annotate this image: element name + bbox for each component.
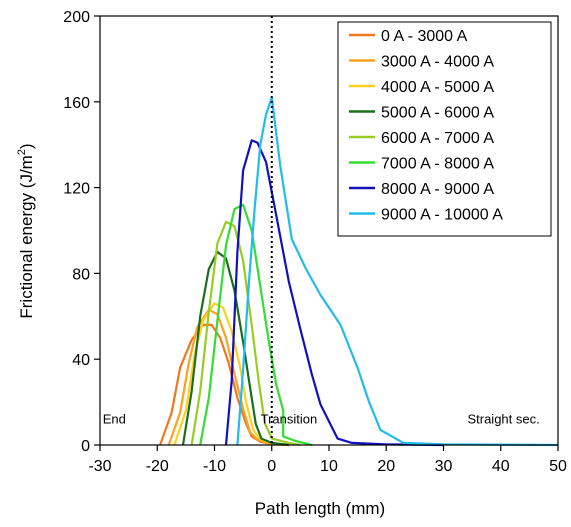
legend-items: 0 A - 3000 A 3000 A - 4000 A 4000 A - 5000…: [349, 28, 503, 224]
x-tick-label: 30: [435, 458, 453, 475]
annotation-3: Straight sec.: [467, 412, 539, 427]
legend: 0 A - 3000 A 3000 A - 4000 A 4000 A - 5000…: [337, 21, 552, 237]
x-tick-label: 10: [320, 458, 338, 475]
annotations: End Transition Straight sec.: [103, 412, 540, 427]
series-line-2: [167, 308, 284, 447]
x-tick-label: 0: [267, 458, 276, 475]
annotation-2: Transition: [261, 412, 318, 427]
y-tick-label: 200: [63, 9, 90, 26]
legend-label-8: 9000 A - 10000 A: [381, 207, 503, 224]
x-tick-label: -10: [203, 458, 226, 475]
x-axis-title: Path length (mm): [255, 499, 385, 518]
x-tick-label: -30: [88, 458, 111, 475]
series-line-8: [236, 96, 559, 447]
series-line-4: [181, 250, 290, 447]
series-line-3: [173, 302, 290, 447]
legend-label-6: 7000 A - 8000 A: [381, 156, 494, 173]
series-line-7: [224, 139, 444, 447]
x-tick-label: 50: [549, 458, 567, 475]
legend-label-2: 3000 A - 4000 A: [381, 54, 494, 71]
annotation-1: End: [103, 412, 126, 427]
y-axis-title-close: ): [17, 143, 36, 149]
legend-label-3: 4000 A - 5000 A: [381, 79, 494, 96]
y-tick-label: 0: [81, 438, 90, 455]
y-tick-label: 40: [72, 352, 90, 369]
legend-label-4: 5000 A - 6000 A: [381, 105, 494, 122]
legend-label-1: 0 A - 3000 A: [381, 28, 468, 45]
x-tick-label: 40: [492, 458, 510, 475]
y-axis-title-superscript: 2: [16, 149, 28, 155]
series-layer: [159, 96, 559, 447]
axis-ticks: -30 -20 -10 0 10 20 30 40 50 0 40 80 120 160 200: [63, 9, 567, 475]
series-line-6: [199, 203, 313, 447]
legend-box: [337, 21, 552, 237]
legend-label-5: 6000 A - 7000 A: [381, 130, 494, 147]
y-tick-label: 160: [63, 95, 90, 112]
y-axis-title-main: Frictional energy (J/m: [17, 155, 36, 318]
x-tick-label: -20: [146, 458, 169, 475]
series-line-5: [190, 220, 301, 447]
legend-label-7: 8000 A - 9000 A: [381, 181, 494, 198]
y-axis-title: Frictional energy (J/m2): [16, 143, 36, 318]
y-tick-label: 80: [72, 266, 90, 283]
y-tick-label: 120: [63, 181, 90, 198]
x-tick-label: 20: [377, 458, 395, 475]
